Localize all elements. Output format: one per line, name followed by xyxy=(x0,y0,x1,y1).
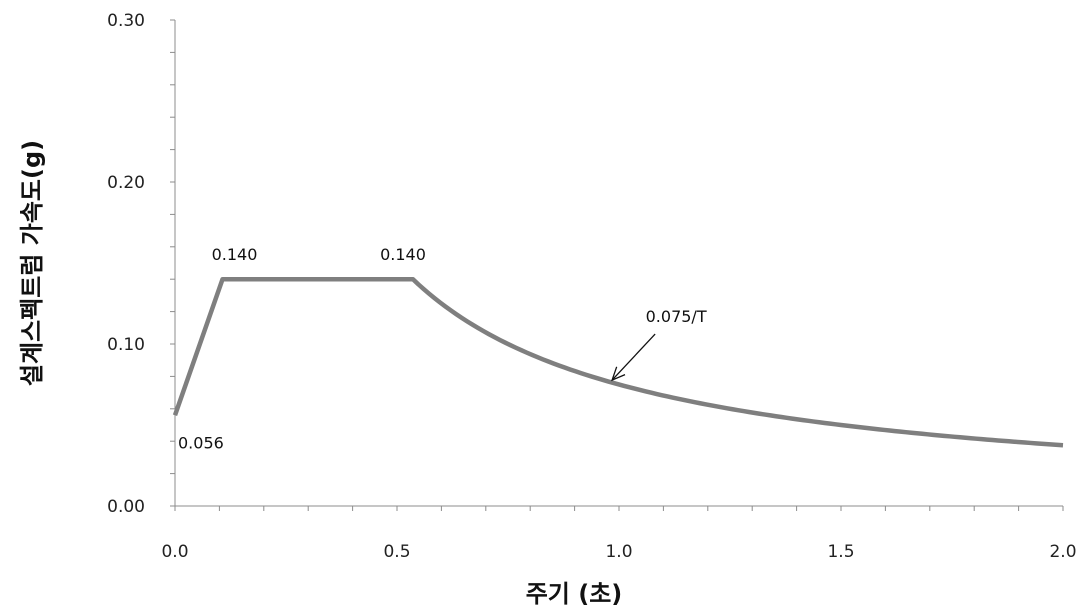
y-tick-label: 0.30 xyxy=(107,11,145,31)
value-annotation: 0.140 xyxy=(380,245,426,264)
tick-labels: 0.00 0.10 0.20 0.30 0.0 0.5 1.0 1.5 2.0 xyxy=(107,11,1076,562)
annotations: 0.056 0.140 0.140 0.075/T xyxy=(178,245,707,452)
x-tick-label: 0.5 xyxy=(383,542,410,562)
annotation-arrow-head xyxy=(611,366,626,382)
value-annotation: 0.140 xyxy=(212,245,258,264)
x-tick-label: 1.5 xyxy=(827,542,854,562)
x-tick-label: 0.0 xyxy=(161,542,188,562)
tick-marks xyxy=(170,19,1064,511)
y-tick-label: 0.10 xyxy=(107,335,145,355)
formula-annotation: 0.075/T xyxy=(646,307,707,326)
x-tick-label: 2.0 xyxy=(1049,542,1076,562)
y-axis-title: 설계스펙트럼 가속도(g) xyxy=(18,140,46,386)
y-tick-label: 0.20 xyxy=(107,173,145,193)
annotation-arrow-shaft xyxy=(611,333,656,381)
value-annotation: 0.056 xyxy=(178,433,224,452)
x-axis-title: 주기 (초) xyxy=(526,580,623,608)
spectrum-curve xyxy=(172,276,1064,448)
x-tick-label: 1.0 xyxy=(605,542,632,562)
series-layer xyxy=(172,276,1064,448)
y-tick-label: 0.00 xyxy=(107,497,145,517)
